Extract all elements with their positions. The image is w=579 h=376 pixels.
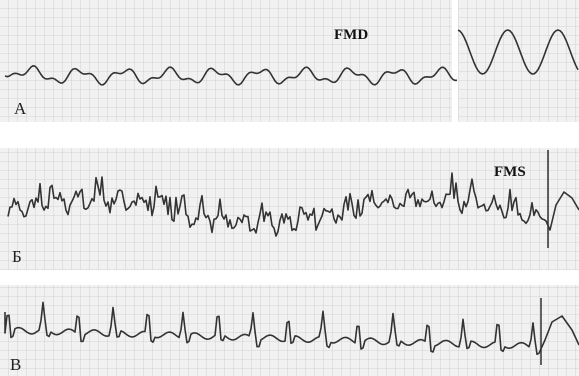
- annotation: FMD: [334, 27, 368, 43]
- annotation: FMS: [494, 164, 526, 180]
- strip-a-right: [458, 0, 579, 122]
- strip-a-left: [0, 0, 452, 122]
- ecg-figure: А FMD Б FMS В: [0, 0, 579, 376]
- panel-label: В: [10, 355, 21, 374]
- panel-label: А: [14, 99, 27, 118]
- panel-label: Б: [12, 247, 22, 266]
